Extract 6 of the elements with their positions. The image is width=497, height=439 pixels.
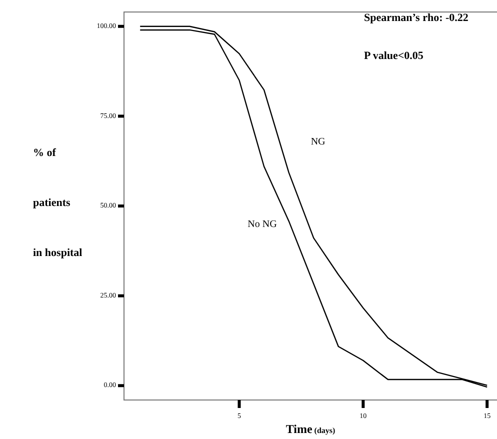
- text: % of patients in hospital: [33, 147, 82, 259]
- text: NG: [310, 136, 326, 148]
- series-label: No NG: [248, 219, 277, 230]
- annotation: Spearman’s rho: -0.22: [364, 12, 469, 24]
- x-axis-title: Time (days): [286, 422, 336, 436]
- annotation: P value<0.05: [364, 50, 424, 62]
